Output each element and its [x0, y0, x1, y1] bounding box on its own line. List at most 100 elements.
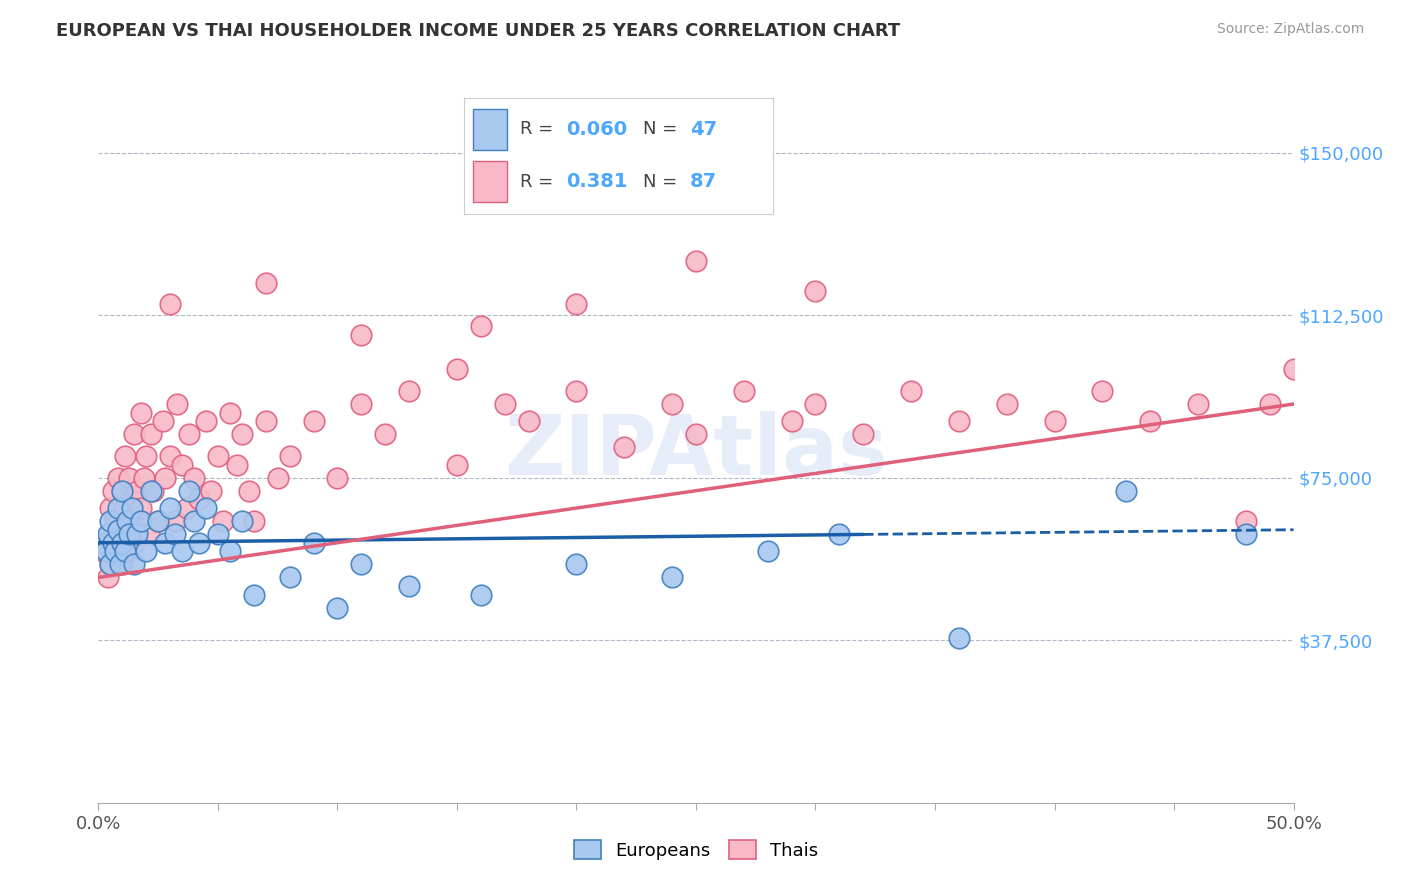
Point: [179, 427, 201, 442]
Text: 0.060: 0.060: [567, 120, 627, 139]
Point: [685, 254, 707, 268]
Point: [124, 558, 146, 572]
Point: [111, 535, 134, 549]
Text: 87: 87: [690, 172, 717, 191]
Point: [231, 514, 253, 528]
Point: [254, 276, 277, 290]
Point: [104, 514, 127, 528]
Point: [1258, 397, 1281, 411]
Point: [125, 527, 148, 541]
Point: [124, 535, 146, 549]
Text: N =: N =: [644, 120, 683, 138]
Point: [159, 297, 181, 311]
Point: [350, 558, 373, 572]
Point: [142, 483, 165, 498]
Point: [111, 483, 134, 498]
Point: [1234, 514, 1257, 528]
Point: [115, 514, 138, 528]
Point: [121, 501, 143, 516]
Point: [374, 427, 396, 442]
Point: [118, 544, 141, 558]
Point: [398, 579, 420, 593]
Point: [183, 471, 205, 485]
Point: [661, 397, 683, 411]
Point: [94, 535, 117, 549]
Point: [155, 535, 177, 549]
Point: [1139, 414, 1161, 428]
Point: [900, 384, 922, 398]
Point: [350, 327, 373, 342]
Point: [1234, 527, 1257, 541]
Text: R =: R =: [520, 120, 558, 138]
Text: 47: 47: [690, 120, 717, 139]
Point: [733, 384, 755, 398]
Point: [231, 427, 253, 442]
Point: [200, 483, 222, 498]
Point: [94, 544, 117, 558]
Point: [101, 535, 124, 549]
Point: [131, 501, 153, 516]
Point: [98, 514, 122, 528]
Text: N =: N =: [644, 173, 683, 191]
Point: [183, 514, 205, 528]
Point: [1043, 414, 1066, 428]
Point: [446, 458, 468, 472]
Point: [148, 514, 170, 528]
Point: [111, 558, 134, 572]
Point: [207, 527, 229, 541]
Point: [138, 527, 160, 541]
Point: [107, 501, 129, 516]
Point: [101, 535, 124, 549]
Point: [131, 406, 153, 420]
Point: [152, 414, 174, 428]
Point: [163, 514, 186, 528]
Point: [131, 514, 153, 528]
Text: Source: ZipAtlas.com: Source: ZipAtlas.com: [1216, 22, 1364, 37]
Text: 0.381: 0.381: [567, 172, 627, 191]
Point: [1187, 397, 1209, 411]
Point: [91, 535, 114, 549]
Point: [98, 558, 122, 572]
Point: [135, 544, 157, 558]
Point: [948, 631, 970, 645]
Point: [238, 483, 260, 498]
Point: [128, 514, 150, 528]
Point: [176, 501, 198, 516]
Point: [135, 449, 157, 463]
Point: [104, 544, 127, 558]
Point: [1282, 362, 1305, 376]
Point: [254, 414, 277, 428]
Point: [163, 527, 186, 541]
Point: [172, 544, 194, 558]
Point: [494, 397, 516, 411]
Point: [98, 558, 122, 572]
Point: [101, 483, 124, 498]
Point: [125, 483, 148, 498]
Point: [219, 544, 242, 558]
Point: [804, 397, 827, 411]
Point: [243, 588, 266, 602]
Point: [565, 558, 588, 572]
Point: [446, 362, 468, 376]
Point: [1115, 483, 1137, 498]
Point: [118, 471, 141, 485]
Point: [565, 384, 588, 398]
Point: [278, 570, 301, 584]
Point: [278, 449, 301, 463]
Point: [139, 427, 162, 442]
Point: [187, 535, 209, 549]
Point: [107, 523, 129, 537]
Point: [804, 285, 827, 299]
Point: [111, 483, 134, 498]
Point: [326, 600, 349, 615]
Point: [108, 558, 131, 572]
Point: [685, 427, 707, 442]
Legend: Europeans, Thais: Europeans, Thais: [567, 833, 825, 867]
Text: ZIPAtlas: ZIPAtlas: [503, 411, 889, 492]
Point: [350, 397, 373, 411]
Point: [132, 471, 155, 485]
Point: [124, 427, 146, 442]
Text: EUROPEAN VS THAI HOUSEHOLDER INCOME UNDER 25 YEARS CORRELATION CHART: EUROPEAN VS THAI HOUSEHOLDER INCOME UNDE…: [56, 22, 900, 40]
Point: [267, 471, 290, 485]
Point: [97, 527, 120, 541]
